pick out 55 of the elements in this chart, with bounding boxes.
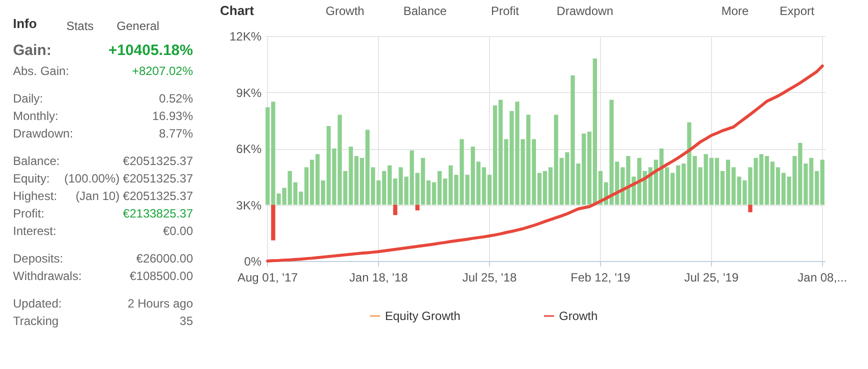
text: €2051325.37 <box>122 154 194 168</box>
text: 2 Hours ago <box>128 296 194 310</box>
text: Profit <box>490 4 520 18</box>
x-tick-label: Jan 08,... <box>798 270 848 284</box>
text: Gain: <box>13 42 52 59</box>
text: Export <box>780 4 816 18</box>
text: Updated: <box>13 296 62 310</box>
bar <box>393 204 398 216</box>
text: €26000.00 <box>136 252 194 266</box>
text: Info <box>13 16 37 31</box>
text: Growth <box>326 4 364 18</box>
legend-label: Equity Growth <box>385 309 460 323</box>
text: 16.93% <box>152 109 194 123</box>
text: Profit: <box>13 206 44 220</box>
chart-title: Chart <box>220 3 255 18</box>
text: +10405.18% <box>108 42 193 59</box>
text: Daily: <box>13 92 44 106</box>
text: €108500.00 <box>130 269 194 283</box>
text: Balance: <box>13 154 60 168</box>
text: 8.77% <box>158 126 194 140</box>
text: €2133825.37 <box>122 206 194 220</box>
text: Withdrawals: <box>13 269 82 283</box>
text: Drawdown: <box>13 126 74 140</box>
text: 35 <box>180 314 194 328</box>
y-tick-label: 0% <box>244 254 262 268</box>
x-tick-label: Feb 12, '19 <box>570 270 631 284</box>
y-tick-label: 6K% <box>236 142 262 156</box>
x-tick-label: Jul 25, '19 <box>684 270 739 284</box>
text: (100.00%) €2051325.37 <box>64 172 194 186</box>
text: Balance <box>403 4 448 18</box>
text: 0.52% <box>158 92 194 106</box>
bar <box>748 204 752 212</box>
x-tick-label: Jan 18, '18 <box>349 270 408 284</box>
text: +8207.02% <box>132 64 194 78</box>
text: Drawdown <box>556 4 614 18</box>
y-tick-label: 3K% <box>236 198 262 212</box>
legend-label: Growth <box>559 309 598 323</box>
text: General <box>116 19 160 33</box>
y-tick-label: 9K% <box>236 86 262 100</box>
text: Abs. Gain: <box>13 64 70 78</box>
y-tick-label: 12K% <box>229 30 262 44</box>
text: (Jan 10) €2051325.37 <box>76 189 194 203</box>
x-tick-label: Aug 01, '17 <box>237 270 298 284</box>
text: €0.00 <box>162 224 194 238</box>
text: Highest: <box>13 189 58 203</box>
text: Tracking <box>13 314 59 328</box>
bar <box>415 204 420 210</box>
text: More <box>721 4 749 18</box>
text: Monthly: <box>13 109 58 123</box>
x-tick-label: Jul 25, '18 <box>462 270 518 284</box>
text: Deposits: <box>13 252 64 266</box>
bar <box>271 204 276 240</box>
text: Stats <box>66 19 94 33</box>
text: Equity: <box>13 172 50 186</box>
text: Interest: <box>13 224 56 238</box>
